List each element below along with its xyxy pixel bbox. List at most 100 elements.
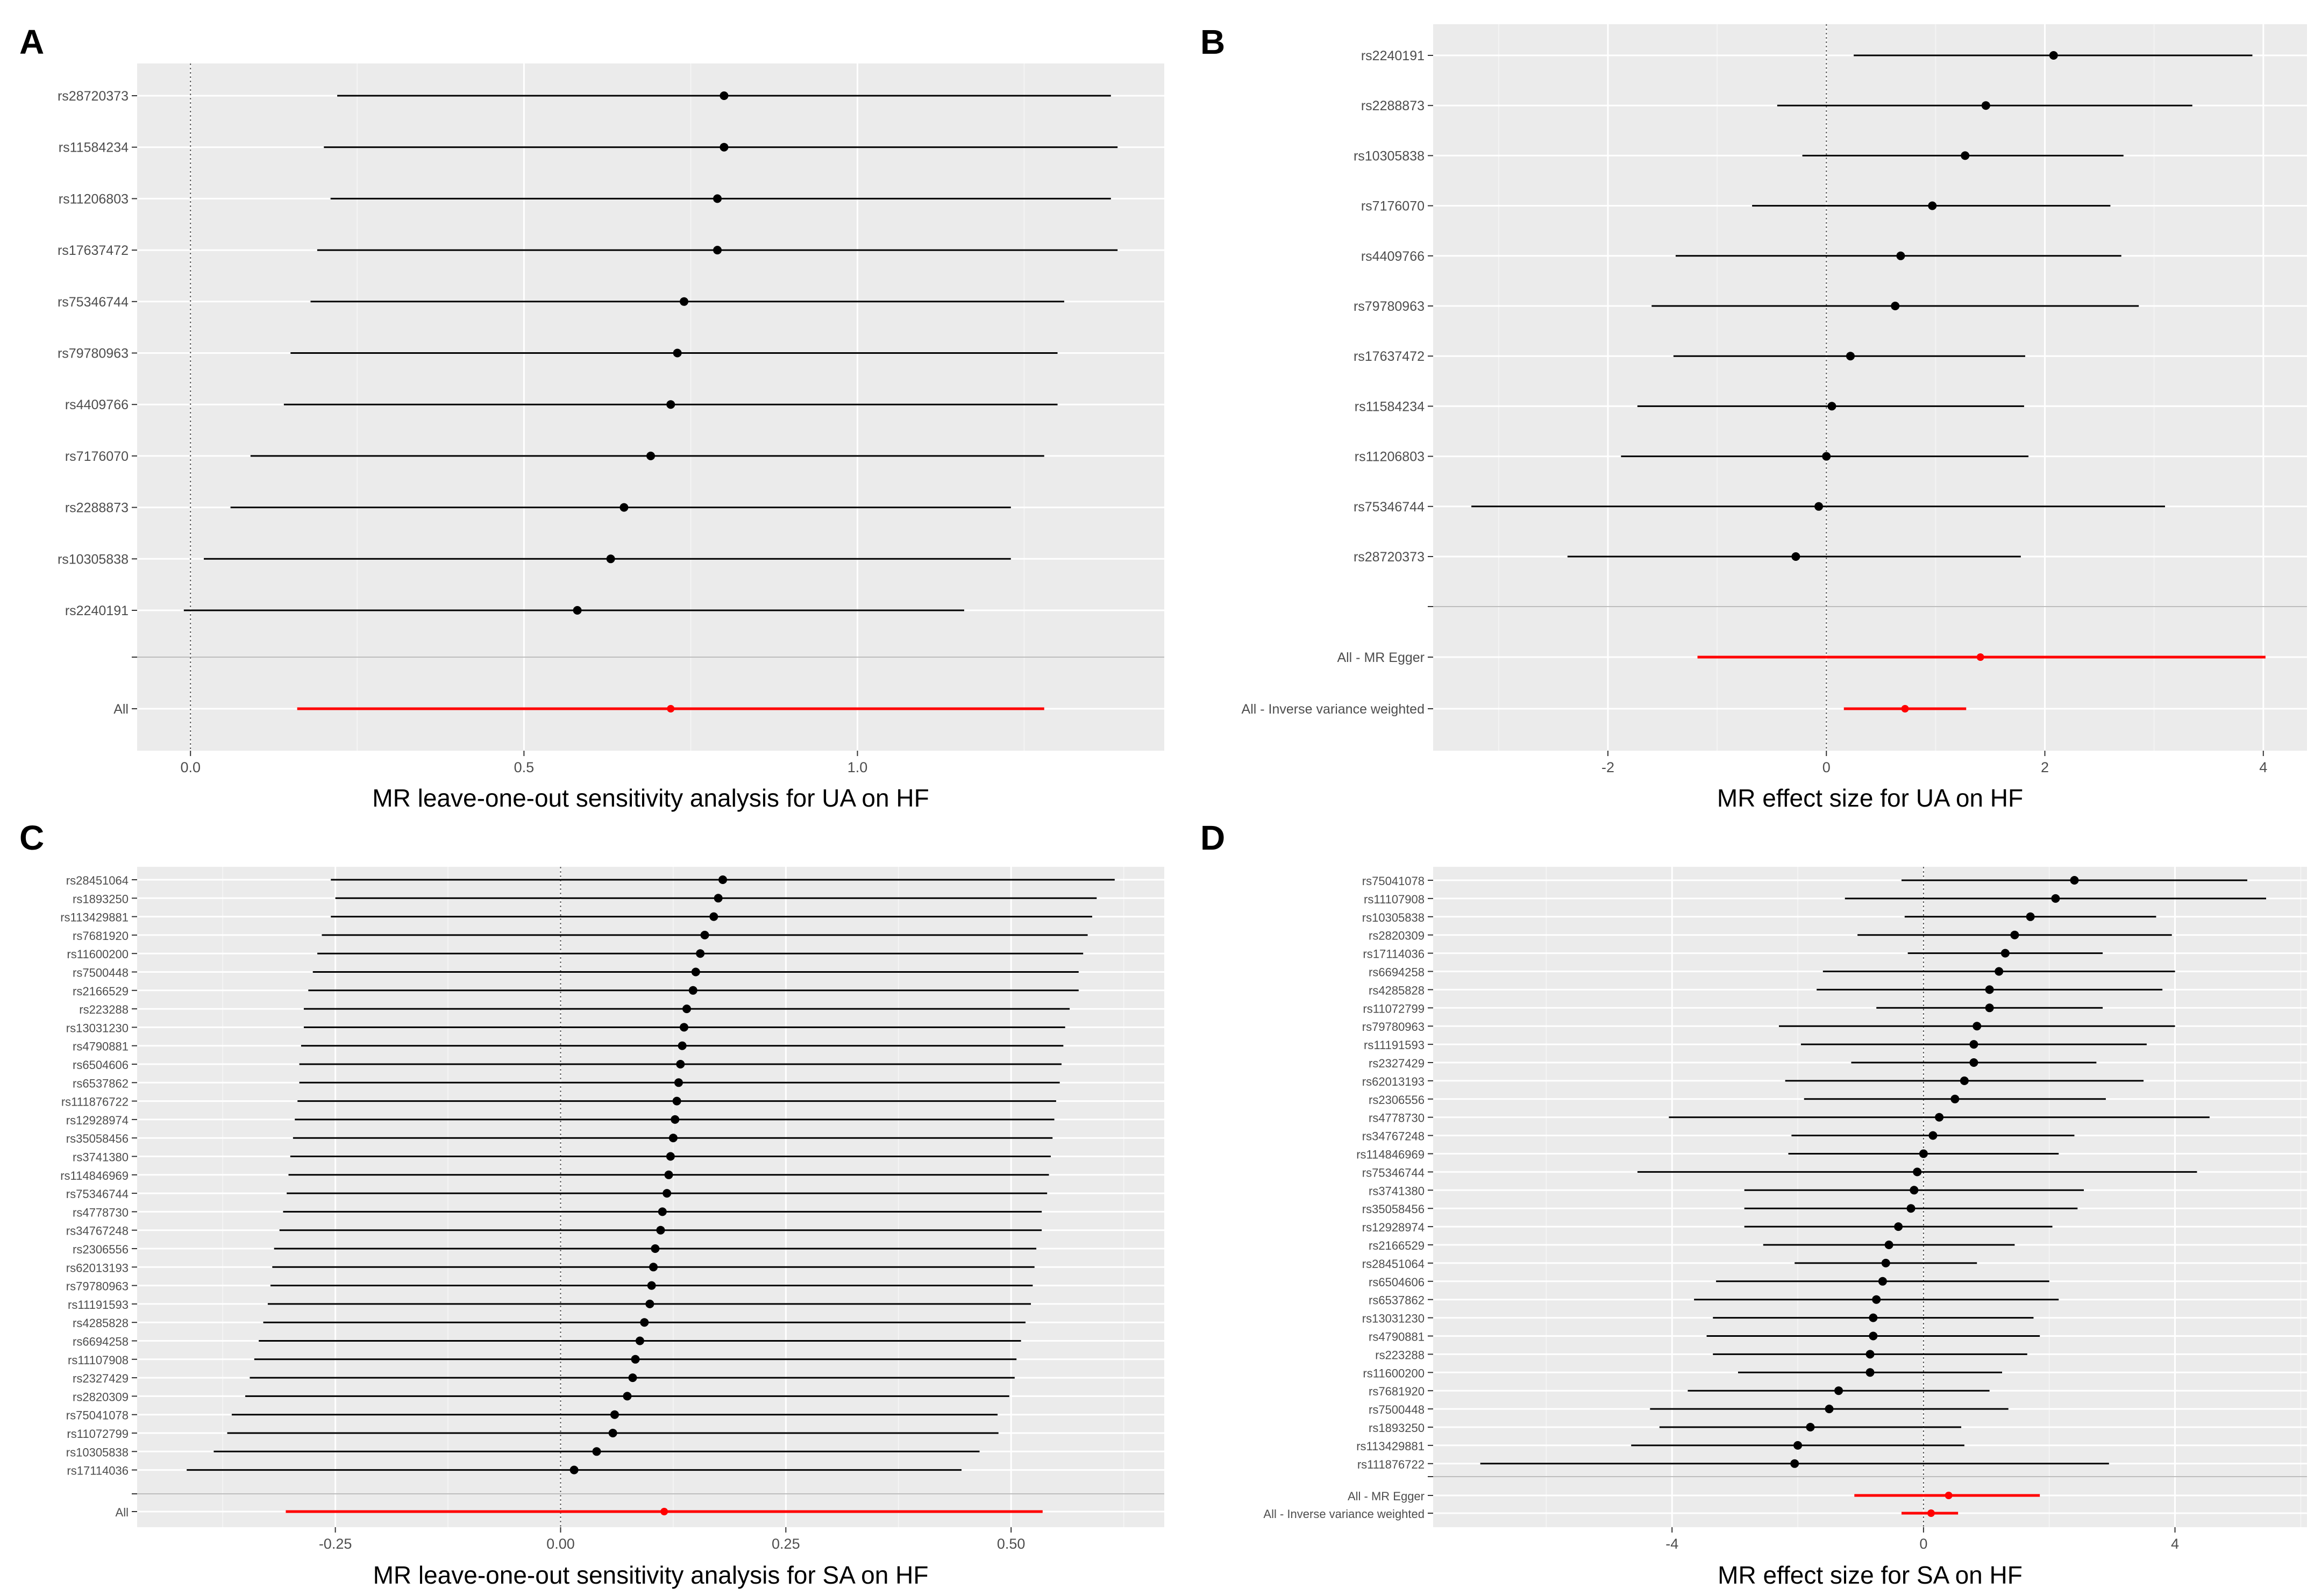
snp-point [691,967,700,977]
snp-point [620,503,629,512]
snp-label: rs4285828 [73,1316,129,1330]
snp-point [606,554,615,564]
snp-label: rs11191593 [1364,1038,1425,1052]
snp-label: rs111876722 [61,1095,129,1109]
snp-point [1891,302,1900,310]
snp-point [718,875,728,884]
x-tick-label: 0 [1822,759,1831,775]
snp-label: rs12928974 [66,1114,129,1127]
snp-point [696,949,705,958]
summary-point [1927,1509,1935,1517]
snp-point [1894,1222,1903,1231]
snp-label: rs28720373 [1354,550,1425,565]
snp-label: rs223288 [1375,1348,1425,1362]
snp-label: rs6694258 [1369,966,1425,979]
snp-point [651,1244,660,1253]
snp-label: rs75346744 [58,295,129,310]
snp-label: rs11600200 [1363,1366,1425,1380]
snp-point [1869,1331,1878,1341]
snp-point [635,1336,644,1345]
snp-point [646,451,655,460]
snp-label: rs75346744 [1354,500,1425,515]
snp-point [713,246,722,255]
x-tick-label: 1.0 [848,759,868,775]
summary-label: All - MR Egger [1348,1490,1425,1503]
summary-label: All [116,1506,129,1519]
snp-label: rs3741380 [1369,1184,1425,1198]
snp-label: rs3741380 [73,1151,129,1164]
snp-label: rs13031230 [66,1021,129,1035]
snp-label: rs28451064 [1362,1257,1425,1271]
snp-point [647,1281,656,1290]
snp-point [1825,1405,1834,1414]
panel-b: B -2 0 2 4 rs2240191 rs2288873 rs10305838 rs717… [1200,23,2307,812]
snp-label: rs2306556 [1369,1093,1425,1107]
snp-label: rs35058456 [66,1132,129,1145]
snp-label: rs17637472 [1354,349,1425,364]
snp-label: rs6504606 [1369,1276,1425,1289]
snp-label: rs4409766 [65,397,129,412]
snp-label: rs7500448 [73,966,129,980]
snp-label: rs12928974 [1362,1221,1425,1234]
snp-label: rs4790881 [73,1040,129,1053]
x-tick-label: 0.50 [997,1536,1026,1552]
snp-label: rs7500448 [1369,1403,1425,1416]
panel-letter-d: D [1200,818,1225,857]
snp-point [682,1004,692,1014]
snp-point [592,1447,601,1456]
snp-point [610,1410,619,1419]
snp-label: rs7681920 [1369,1385,1425,1398]
snp-label: rs4409766 [1361,249,1425,264]
snp-label: rs2166529 [73,985,129,998]
snp-label: rs111876722 [1357,1458,1425,1471]
snp-point [645,1299,654,1308]
snp-point [1806,1423,1815,1431]
snp-point [666,1152,675,1161]
snp-point [1896,251,1905,260]
snp-label: rs11072799 [1363,1002,1425,1015]
snp-point [671,1115,680,1124]
snp-label: rs10305838 [1362,911,1425,924]
snp-point [1910,1186,1919,1195]
snp-point [1919,1149,1928,1158]
snp-label: rs4778730 [73,1206,129,1219]
snp-label: rs6694258 [73,1335,129,1349]
snp-point [720,142,729,152]
panel-letter-b: B [1200,23,1225,61]
snp-label: rs2820309 [73,1390,129,1403]
snp-point [714,894,723,903]
summary-label: All - Inverse variance weighted [1263,1507,1425,1521]
panel-letter-a: A [19,23,44,61]
snp-label: rs4285828 [1369,984,1425,997]
panel-a: A 0.0 0.5 1.0 rs28720373 rs11584234 rs1120680… [19,23,1164,812]
snp-label: rs62013193 [1362,1075,1425,1088]
snp-label: rs17637472 [58,243,129,258]
snp-label: rs4790881 [1369,1330,1425,1344]
snp-point [1960,1076,1969,1085]
snp-point [1866,1368,1875,1377]
snp-point [1866,1350,1875,1359]
x-tick-label: 2 [2041,759,2049,775]
snp-point [709,912,718,921]
snp-point [573,606,582,615]
snp-label: rs2288873 [1361,98,1425,113]
snp-label: rs79780963 [1354,299,1425,314]
x-tick-label: 0 [1919,1536,1927,1552]
snp-point [658,1207,667,1216]
snp-point [1846,352,1855,361]
snp-point [2070,876,2079,885]
plot-area-a [137,63,1164,751]
x-tick-label: -4 [1665,1536,1678,1552]
snp-point [668,1134,678,1143]
snp-label: rs75346744 [1362,1166,1425,1179]
snp-point [1950,1094,1960,1103]
snp-point [631,1355,640,1364]
snp-point [623,1392,632,1401]
snp-label: rs4778730 [1369,1112,1425,1125]
snp-label: rs11107908 [68,1353,129,1367]
snp-label: rs10305838 [66,1445,129,1459]
snp-point [1827,402,1836,411]
snp-label: rs2306556 [73,1243,129,1256]
snp-label: rs2820309 [1369,929,1425,943]
